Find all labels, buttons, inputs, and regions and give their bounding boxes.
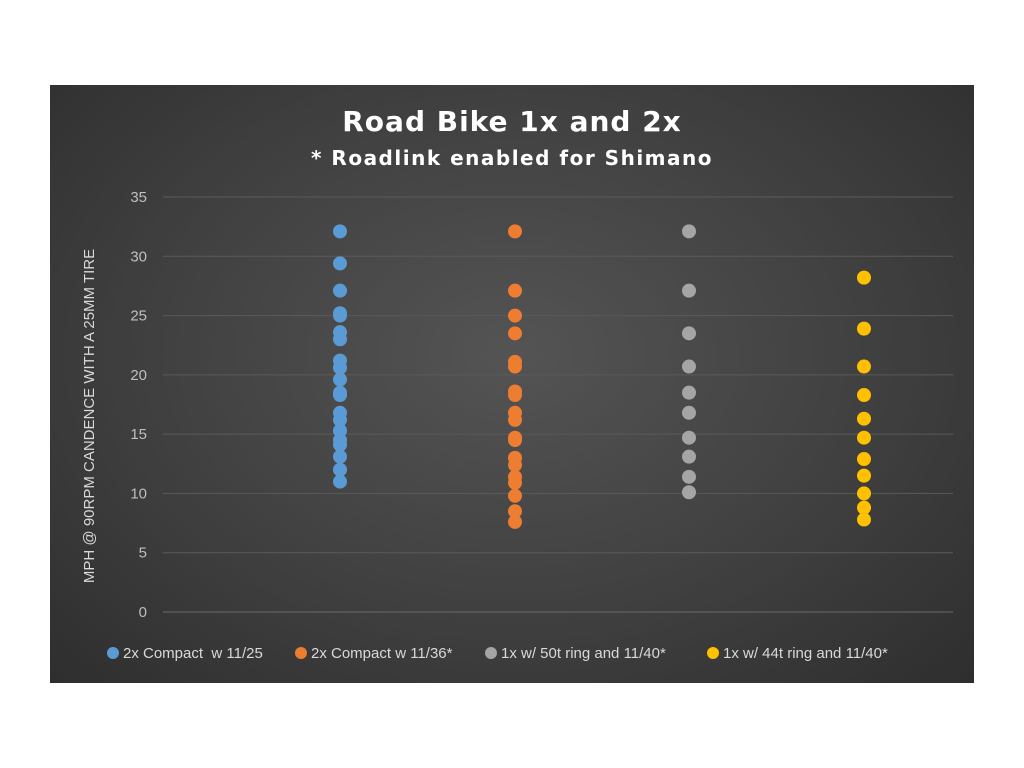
y-axis-label: MPH @ 90RPM CANDENCE WITH A 25MM TIRE (81, 249, 98, 583)
y-tick-layer: 0 5 10 15 20 25 30 35 (130, 189, 147, 621)
data-point (682, 359, 696, 374)
data-point (857, 452, 871, 467)
data-point (857, 486, 871, 501)
data-point (682, 224, 696, 239)
y-tick-label: 10 (130, 485, 147, 502)
data-point (857, 270, 871, 285)
points-layer (333, 224, 871, 529)
data-point (508, 283, 522, 298)
data-point (508, 457, 522, 472)
data-point (857, 512, 871, 527)
data-point (333, 332, 347, 347)
legend-marker (485, 647, 497, 659)
data-point (508, 359, 522, 374)
data-point (333, 256, 347, 271)
data-point (333, 372, 347, 387)
data-point (682, 283, 696, 298)
data-point (682, 469, 696, 484)
legend-label: 1x w/ 50t ring and 11/40* (501, 645, 666, 662)
data-point (333, 462, 347, 477)
data-point (333, 224, 347, 239)
legend-label: 1x w/ 44t ring and 11/40* (723, 645, 888, 662)
data-point (857, 430, 871, 445)
data-point (682, 385, 696, 400)
series-2 (508, 224, 522, 529)
data-point (682, 430, 696, 445)
chart-subtitle: * Roadlink enabled for Shimano (311, 146, 713, 170)
data-point (682, 485, 696, 500)
data-point (333, 360, 347, 375)
y-tick-label: 35 (130, 189, 147, 206)
data-point (857, 321, 871, 336)
chart-title: Road Bike 1x and 2x (342, 105, 681, 138)
data-point (333, 449, 347, 464)
legend-label: 2x Compact w 11/36* (311, 645, 453, 662)
series-4 (857, 270, 871, 527)
grid-layer (163, 196, 953, 613)
data-point (857, 500, 871, 515)
data-point (508, 224, 522, 239)
data-point (857, 468, 871, 483)
data-point (333, 308, 347, 323)
y-tick-label: 30 (130, 248, 147, 265)
data-point (857, 411, 871, 426)
legend-label: 2x Compact w 11/25 (123, 645, 263, 662)
legend-marker (107, 647, 119, 659)
data-point (682, 326, 696, 341)
legend: 2x Compact w 11/25 2x Compact w 11/36* 1x … (107, 645, 888, 662)
data-point (508, 488, 522, 503)
data-point (333, 388, 347, 403)
series-1 (333, 224, 347, 489)
data-point (333, 474, 347, 489)
y-tick-label: 0 (139, 604, 147, 621)
data-point (508, 388, 522, 403)
chart-panel: Road Bike 1x and 2x * Roadlink enabled f… (50, 85, 974, 683)
data-point (508, 308, 522, 323)
data-point (508, 504, 522, 519)
y-tick-label: 20 (130, 367, 147, 384)
legend-marker (295, 647, 307, 659)
y-tick-label: 15 (130, 426, 147, 443)
data-point (857, 388, 871, 403)
data-point (333, 412, 347, 427)
data-point (508, 326, 522, 341)
scatter-chart: Road Bike 1x and 2x * Roadlink enabled f… (81, 105, 953, 662)
data-point (682, 405, 696, 420)
y-tick-label: 25 (130, 308, 147, 325)
data-point (333, 283, 347, 298)
data-point (508, 433, 522, 448)
data-point (857, 359, 871, 374)
data-point (508, 475, 522, 490)
data-point (508, 412, 522, 427)
y-tick-label: 5 (139, 545, 147, 562)
data-point (333, 437, 347, 452)
legend-marker (707, 647, 719, 659)
data-point (682, 449, 696, 464)
data-point (508, 514, 522, 529)
series-3 (682, 224, 696, 500)
